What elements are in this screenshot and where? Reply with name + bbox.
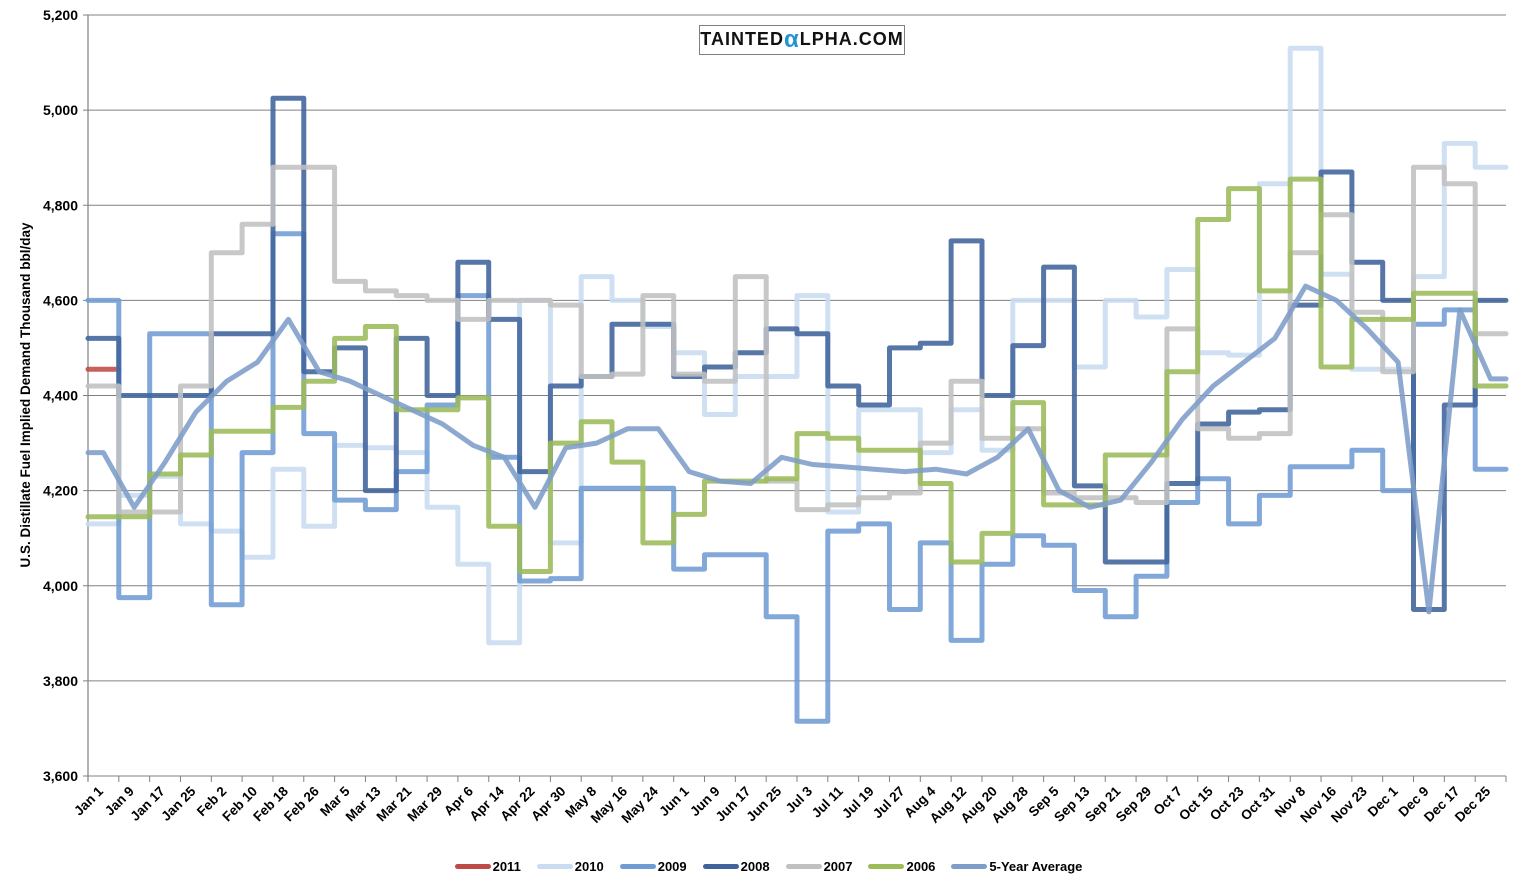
legend-label: 2007 [823, 859, 853, 874]
y-tick-label: 4,600 [43, 292, 78, 308]
x-tick-label: Jul 11 [809, 783, 846, 820]
x-tick-label: Dec 1 [1365, 783, 1401, 819]
series-lines [85, 45, 1509, 724]
series-line-2010 [85, 45, 1509, 646]
watermark-alpha-glyph: α [783, 26, 800, 53]
x-tick-label: Jun 25 [743, 783, 784, 824]
legend-label: 2010 [574, 859, 604, 874]
legend-item-2010: 2010 [536, 859, 604, 874]
series-line-2009 [85, 231, 1509, 724]
legend-swatch [454, 864, 491, 869]
y-axis-title: U.S. Distillate Fuel Implied Demand Thou… [18, 222, 33, 568]
legend-swatch [785, 864, 822, 869]
axes [83, 14, 1507, 782]
x-tick-label: Oct 31 [1238, 783, 1278, 823]
x-tick-label: Jul 19 [839, 784, 877, 822]
y-tick-label: 3,600 [43, 768, 78, 784]
x-tick-label: Jun 1 [656, 783, 692, 819]
x-tick-label: Apr 30 [528, 784, 568, 824]
watermark-text-before: TAINTED [700, 29, 784, 49]
x-tick-label: Mar 29 [404, 784, 445, 825]
y-tick-label: 4,000 [43, 578, 78, 594]
legend-swatch [619, 864, 656, 869]
legend-item-2006: 2006 [868, 859, 935, 874]
y-tick-label: 4,200 [43, 483, 78, 499]
y-tick-label: 5,200 [43, 7, 78, 23]
watermark-text-after: LPHA.COM [799, 29, 904, 49]
legend-item-5-year-average: 5-Year Average [951, 859, 1082, 874]
watermark-box: TAINTEDαLPHA.COM [699, 25, 905, 55]
x-tick-label: Jan 1 [71, 783, 106, 818]
y-axis-labels: 3,600 3,800 4,000 4,200 4,400 4,600 4,800 5,000… [43, 7, 78, 784]
y-tick-label: 4,400 [43, 388, 78, 404]
legend-swatch [702, 864, 739, 869]
series-line-5-year-average [85, 283, 1509, 615]
x-tick-label: Jul 27 [870, 784, 908, 822]
legend-swatch [951, 864, 988, 869]
legend-label: 2009 [657, 859, 687, 874]
legend-swatch [536, 864, 573, 869]
series-line-2008 [85, 95, 1509, 612]
x-tick-label: Feb 26 [281, 783, 322, 824]
legend-item-2009: 2009 [619, 859, 687, 874]
y-tick-label: 4,800 [43, 197, 78, 213]
legend-label: 2011 [492, 859, 521, 874]
legend-label: 2006 [906, 859, 936, 874]
legend-item-2008: 2008 [702, 859, 770, 874]
y-tick-label: 3,800 [43, 673, 78, 689]
legend-label: 5-Year Average [989, 859, 1083, 874]
chart-legend: 2011 2010 2009 2008 2007 2006 5-Year Average [0, 859, 1537, 874]
legend-item-2007: 2007 [785, 859, 853, 874]
x-tick-label: Dec 25 [1452, 783, 1494, 825]
x-tick-label: Sep 29 [1113, 784, 1154, 825]
series-line-2006 [85, 176, 1509, 574]
legend-item-2011: 2011 [454, 859, 521, 874]
legend-swatch [868, 864, 905, 869]
series-line-2007 [85, 164, 1509, 515]
y-tick-label: 5,000 [43, 102, 78, 118]
x-tick-label: Jan 25 [158, 783, 199, 824]
legend-label: 2008 [740, 859, 770, 874]
